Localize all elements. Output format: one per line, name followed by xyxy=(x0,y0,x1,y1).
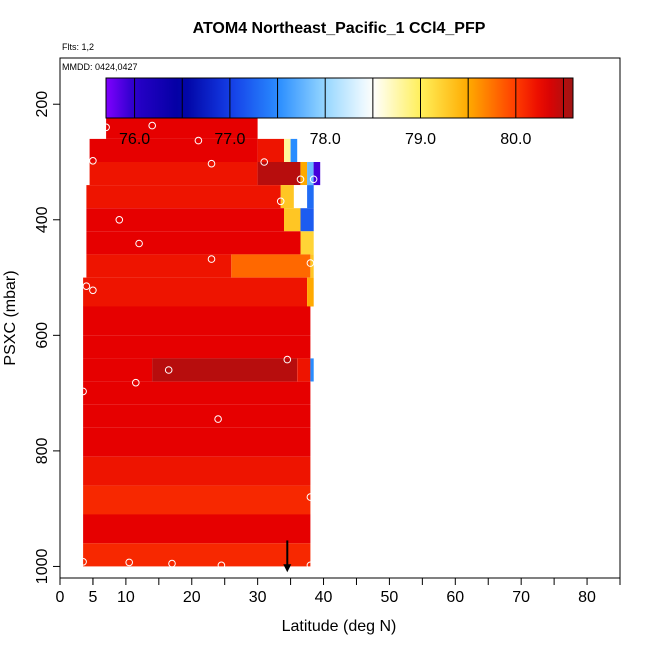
y-axis: 200 400 600 800 1000 xyxy=(34,91,60,584)
x-tick-label: 30 xyxy=(249,589,267,606)
sample-point xyxy=(89,286,97,295)
x-tick-label: 10 xyxy=(117,589,135,606)
heatmap-cell xyxy=(83,306,311,336)
sample-point xyxy=(260,158,269,166)
y-tick-label: 600 xyxy=(34,322,51,349)
sample-point xyxy=(82,282,91,291)
heatmap-cell xyxy=(86,208,285,232)
heatmap-cell xyxy=(297,358,311,382)
date-note: MMDD: 0424,0427 xyxy=(62,62,138,72)
sample-point xyxy=(164,366,173,374)
heatmap-cell xyxy=(83,514,311,544)
sample-point xyxy=(115,216,124,224)
heatmap-cell xyxy=(86,254,232,278)
heatmap-cell xyxy=(83,485,311,515)
colorbar-ticks: 76.0 77.0 78.0 79.0 80.0 xyxy=(119,131,531,148)
y-tick-label: 200 xyxy=(34,91,51,118)
sample-point xyxy=(207,159,216,168)
heatmap-cell xyxy=(257,162,301,186)
heatmap-cell xyxy=(83,404,311,428)
colorbar-tick-label: 79.0 xyxy=(405,131,436,148)
heatmap-cell xyxy=(293,185,308,209)
sample-point xyxy=(306,493,315,501)
heatmap-cell xyxy=(83,335,311,359)
heatmap-cell xyxy=(83,358,153,382)
heatmap-cell xyxy=(300,162,308,186)
heatmap-cell xyxy=(83,543,311,567)
sample-point xyxy=(296,175,305,184)
heatmap-cell xyxy=(106,115,258,139)
plot-frame xyxy=(59,57,621,579)
heatmap-cell xyxy=(83,427,311,457)
x-tick-label: 80 xyxy=(578,589,596,606)
heatmap-cell xyxy=(231,254,311,278)
y-tick-label: 800 xyxy=(34,437,51,464)
y-tick-label: 1000 xyxy=(34,549,51,585)
colorbar-tick-label: 76.0 xyxy=(119,131,150,148)
colorbar-tick-label: 80.0 xyxy=(500,131,531,148)
heatmap-cell xyxy=(300,231,314,255)
x-tick-label: 5 xyxy=(88,589,97,606)
heatmap-cell xyxy=(257,138,284,162)
sample-point xyxy=(79,387,87,396)
colorbar xyxy=(105,77,574,119)
sample-point xyxy=(306,561,315,570)
heatmap-cell xyxy=(307,185,314,209)
sample-point xyxy=(89,157,97,165)
chart-title: ATOM4 Northeast_Pacific_1 CCl4_PFP xyxy=(193,20,486,37)
heatmap-cell xyxy=(284,208,301,232)
flights-note: Flts: 1,2 xyxy=(62,42,94,52)
heatmap-cell xyxy=(310,358,314,382)
sample-point xyxy=(214,415,222,423)
sample-point xyxy=(283,355,292,364)
heatmap-cell xyxy=(307,277,314,307)
heatmap-cell xyxy=(86,231,301,255)
sample-point xyxy=(306,259,315,267)
heatmap-cell xyxy=(280,185,294,209)
sample-point xyxy=(135,239,143,248)
arrow-marker xyxy=(283,540,292,573)
heatmap-cell xyxy=(313,162,321,186)
heatmap-cell xyxy=(86,185,281,209)
x-axis: 0 5 10 20 30 40 50 60 70 80 xyxy=(56,578,621,606)
x-tick-label: 50 xyxy=(381,589,399,606)
heatmap-field xyxy=(83,92,321,567)
heatmap-cell xyxy=(300,208,314,232)
sample-point xyxy=(217,561,226,570)
heatmap-cell xyxy=(290,138,298,162)
colorbar-tick-label: 78.0 xyxy=(310,131,341,148)
heatmap-cell xyxy=(83,277,308,307)
heatmap-cell xyxy=(89,138,258,162)
arrow-head xyxy=(283,564,292,573)
sample-point xyxy=(148,121,156,130)
x-tick-label: 60 xyxy=(446,589,464,606)
sample-point xyxy=(276,197,285,206)
y-axis-label: PSXC (mbar) xyxy=(2,270,19,365)
sample-point xyxy=(168,559,176,568)
colorbar-tick-label: 77.0 xyxy=(214,131,245,148)
heatmap-cell xyxy=(89,162,258,186)
sample-point xyxy=(194,136,203,145)
x-tick-label: 20 xyxy=(183,589,201,606)
sample-point xyxy=(79,558,87,566)
heatmap-cell xyxy=(307,162,314,186)
heatmap-cell xyxy=(284,138,291,162)
sample-point xyxy=(125,558,133,567)
sample-points xyxy=(79,98,318,570)
heatmap-cell xyxy=(83,456,311,486)
sample-point xyxy=(102,123,110,132)
heatmap-cell xyxy=(152,358,298,382)
x-axis-label: Latitude (deg N) xyxy=(282,618,397,635)
sample-point xyxy=(207,255,216,263)
x-tick-label: 0 xyxy=(56,589,65,606)
x-tick-label: 40 xyxy=(315,589,333,606)
y-tick-label: 400 xyxy=(34,206,51,233)
sample-point xyxy=(309,175,318,184)
sample-point xyxy=(132,378,140,387)
x-tick-label: 70 xyxy=(512,589,530,606)
heatmap-cell xyxy=(83,381,311,405)
colorbar-dividers xyxy=(134,78,564,118)
